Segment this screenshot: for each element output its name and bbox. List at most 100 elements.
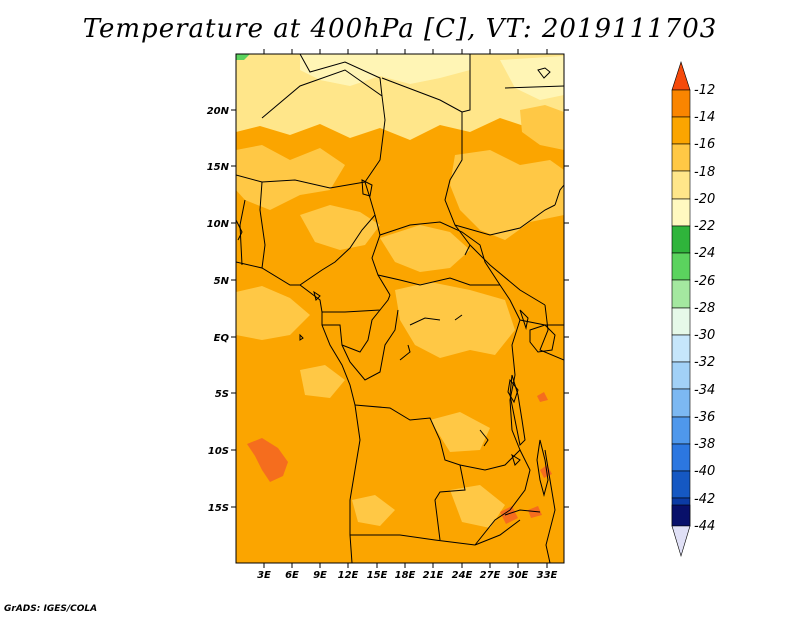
island-nile	[537, 67, 551, 79]
border-angola-north	[354, 404, 461, 466]
lat-label: 10N	[207, 219, 230, 230]
field-blob-south-2	[352, 495, 395, 526]
colorbar-swatch	[671, 252, 691, 281]
border-angola-east	[434, 464, 466, 541]
border-zambia-south	[474, 519, 521, 546]
lat-label: 15S	[208, 503, 229, 514]
colorbar-swatch	[671, 470, 691, 499]
field-spot-east-1	[537, 392, 548, 402]
colorbar-swatch	[671, 334, 691, 363]
lake-bangweulu	[511, 453, 521, 466]
field-spot-lake-malawi	[500, 506, 518, 524]
field-band-palest	[300, 54, 470, 86]
temperature-field	[236, 54, 564, 563]
lake-volta	[236, 219, 243, 241]
border-south-sudan	[469, 244, 546, 306]
colorbar-label: -12	[694, 83, 715, 98]
colorbar-swatch	[671, 307, 691, 336]
colorbar-swatch	[671, 279, 691, 309]
field-blob-sahel	[236, 145, 345, 210]
map-frame	[235, 53, 565, 564]
lon-label: 33E	[537, 570, 558, 581]
coastline-west-africa	[236, 261, 361, 563]
field-band-palest-2	[500, 56, 564, 100]
border-gabon	[322, 309, 381, 353]
border-drc-east	[509, 319, 521, 451]
river-congo-3	[399, 344, 411, 361]
colorbar-swatch	[671, 170, 691, 200]
lake-albert	[519, 309, 529, 330]
colorbar-label: -38	[694, 437, 715, 452]
colorbar-label: -44	[694, 519, 715, 534]
border-angola-namibia	[350, 534, 476, 546]
lon-label: 21E	[423, 570, 444, 581]
border-car-south	[377, 274, 500, 286]
colorbar-label: -14	[694, 110, 715, 125]
island-bioko	[313, 290, 321, 301]
border-benin	[259, 181, 266, 269]
border-mozambique	[544, 449, 556, 563]
colorbar-swatch	[671, 225, 691, 254]
colorbar-label: -18	[694, 165, 715, 180]
colorbar-label: -16	[694, 137, 715, 152]
colorbar-label: -32	[694, 355, 715, 370]
colorbar-swatch	[671, 198, 691, 227]
colorbar-top-triangle	[671, 61, 691, 91]
colorbar-swatch	[671, 416, 691, 445]
lon-label: 27E	[480, 570, 501, 581]
field-green-corner	[236, 54, 250, 60]
colorbar-labels: -12 -14 -16 -18 -20 -22 -24 -26 -28 -30 …	[694, 83, 715, 534]
border-algeria-libya	[299, 54, 383, 97]
colorbar-label: -42	[694, 492, 715, 507]
colorbar-label: -40	[694, 464, 715, 479]
colorbar-label: -30	[694, 328, 715, 343]
lon-label: 30E	[508, 570, 529, 581]
border-libya-egypt	[461, 54, 471, 113]
field-blob-east	[450, 150, 564, 240]
lake-tanganyika	[509, 374, 526, 447]
lon-label: 15E	[367, 570, 388, 581]
border-uganda	[539, 304, 564, 361]
border-zambia	[459, 449, 531, 546]
colorbar-swatch	[671, 143, 691, 172]
country-borders	[236, 54, 564, 563]
lat-label: 10S	[208, 446, 229, 457]
colorbar-swatch	[671, 443, 691, 472]
field-blob-southeast	[450, 485, 505, 528]
grads-credit: GrADS: IGES/COLA	[4, 604, 98, 614]
border-nigeria-cameroon	[299, 181, 376, 286]
lat-label: 20N	[207, 106, 230, 117]
border-libya-chad	[381, 77, 463, 113]
colorbar-swatch	[671, 388, 691, 418]
field-blob-central	[300, 205, 380, 250]
colorbar-label: -24	[694, 246, 715, 261]
lat-label: 15N	[207, 162, 230, 173]
lon-label: 9E	[313, 570, 327, 581]
colorbar-swatch	[671, 504, 691, 527]
colorbar-label: -28	[694, 301, 715, 316]
field-blob-west-2	[300, 365, 345, 398]
border-sudan-east	[554, 184, 564, 206]
lon-label: 6E	[285, 570, 299, 581]
lake-malawi	[536, 439, 549, 497]
map-title: Temperature at 400hPa [C], VT: 201911170…	[82, 14, 718, 44]
border-car	[379, 221, 501, 286]
lake-kivu	[507, 378, 519, 404]
lon-label: 24E	[452, 570, 473, 581]
lake-chad	[361, 179, 373, 197]
lat-axis: 20N 15N 10N 5N EQ 5S 10S 15S	[207, 106, 569, 514]
border-nigeria-niger	[236, 174, 366, 189]
lon-label: 3E	[257, 570, 271, 581]
border-togo	[239, 199, 246, 266]
field-spot-angola-sea	[247, 438, 288, 482]
colorbar-swatch	[671, 361, 691, 390]
lake-kariba	[504, 509, 541, 516]
river-congo-2	[454, 314, 463, 321]
border-sudan-south	[454, 204, 556, 236]
colorbar-swatch	[671, 116, 691, 145]
border-cameroon-chad	[371, 214, 391, 296]
field-blob-car	[380, 225, 470, 272]
colorbar-label: -26	[694, 274, 715, 289]
lat-label: 5N	[214, 276, 230, 287]
